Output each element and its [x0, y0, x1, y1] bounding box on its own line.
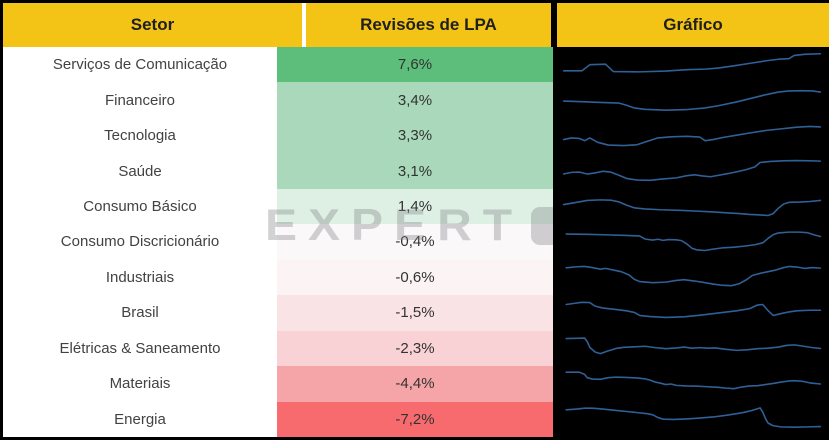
sparkline-path — [564, 200, 821, 216]
table-header: Setor Revisões de LPA Gráfico — [3, 3, 829, 47]
sparkline-cell — [553, 224, 829, 260]
sparkline-path — [566, 266, 820, 285]
revision-value: -0,6% — [277, 259, 553, 296]
revision-value: -0,4% — [277, 224, 553, 260]
sparkline-cell — [553, 47, 829, 83]
sparkline-cell — [553, 330, 829, 367]
sector-label: Financeiro — [3, 82, 277, 118]
sector-label: Consumo Discricionário — [3, 224, 277, 260]
sector-label: Consumo Básico — [3, 188, 277, 225]
sector-label: Industriais — [3, 259, 277, 296]
table-row: Consumo Discricionário -0,4% — [3, 224, 829, 260]
table-row: Financeiro 3,4% — [3, 82, 829, 118]
header-cell-revisoes-lpa: Revisões de LPA — [306, 3, 551, 47]
revision-value: -2,3% — [277, 330, 553, 367]
sparkline-path — [566, 407, 820, 426]
sparkline-cell — [553, 188, 829, 225]
sparkline-path — [566, 232, 820, 250]
sparkline-cell — [553, 366, 829, 402]
header-cell-grafico: Gráfico — [557, 3, 829, 47]
table-body: Serviços de Comunicação 7,6% Financeiro 3,4… — [3, 47, 829, 437]
sector-label: Materiais — [3, 366, 277, 402]
header-cell-setor: Setor — [3, 3, 302, 47]
sparkline-path — [564, 126, 821, 145]
sparkline-chart — [561, 157, 823, 184]
sparkline-chart — [561, 299, 823, 326]
sparkline-path — [564, 161, 821, 181]
sparkline-cell — [553, 82, 829, 118]
header-divider — [551, 3, 557, 47]
revision-value: -1,5% — [277, 295, 553, 331]
revision-value: 3,4% — [277, 82, 553, 118]
sparkline-cell — [553, 117, 829, 154]
revision-value: -4,4% — [277, 366, 553, 402]
sparkline-cell — [553, 295, 829, 331]
sector-label: Elétricas & Saneamento — [3, 330, 277, 367]
table-row: Elétricas & Saneamento -2,3% — [3, 330, 829, 367]
table-row: Tecnologia 3,3% — [3, 117, 829, 154]
sector-label: Energia — [3, 401, 277, 437]
sector-label: Serviços de Comunicação — [3, 47, 277, 83]
sparkline-path — [566, 302, 820, 317]
sparkline-chart — [561, 193, 823, 220]
sparkline-cell — [553, 153, 829, 189]
sparkline-chart — [561, 370, 823, 397]
table-row: Industriais -0,6% — [3, 259, 829, 296]
table-row: Brasil -1,5% — [3, 295, 829, 331]
sparkline-chart — [561, 86, 823, 113]
sparkline-path — [564, 91, 821, 110]
sparkline-chart — [561, 264, 823, 291]
sector-label: Saúde — [3, 153, 277, 189]
sector-label: Brasil — [3, 295, 277, 331]
sparkline-cell — [553, 401, 829, 437]
sparkline-path — [566, 338, 820, 354]
sparkline-chart — [561, 228, 823, 255]
revision-value: 1,4% — [277, 188, 553, 225]
table-row: Materiais -4,4% — [3, 366, 829, 402]
table-row: Saúde 3,1% — [3, 153, 829, 189]
table-row: Serviços de Comunicação 7,6% — [3, 47, 829, 83]
header-divider — [302, 3, 306, 47]
table-row: Energia -7,2% — [3, 401, 829, 437]
table-row: Consumo Básico 1,4% — [3, 188, 829, 225]
sparkline-path — [566, 372, 820, 388]
revision-value: 7,6% — [277, 47, 553, 83]
revision-value: -7,2% — [277, 401, 553, 437]
sparkline-cell — [553, 259, 829, 296]
sparkline-chart — [561, 122, 823, 149]
sparkline-chart — [561, 51, 823, 78]
revision-value: 3,1% — [277, 153, 553, 189]
sector-label: Tecnologia — [3, 117, 277, 154]
sparkline-chart — [561, 406, 823, 433]
sparkline-chart — [561, 335, 823, 362]
revision-value: 3,3% — [277, 117, 553, 154]
sparkline-path — [564, 54, 821, 72]
